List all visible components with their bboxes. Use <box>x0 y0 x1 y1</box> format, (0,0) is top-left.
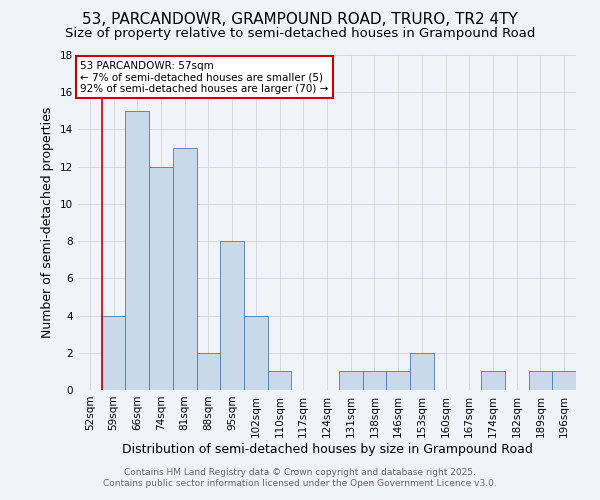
Bar <box>220 241 244 390</box>
Bar <box>125 111 149 390</box>
Y-axis label: Number of semi-detached properties: Number of semi-detached properties <box>41 107 55 338</box>
Bar <box>529 372 552 390</box>
Bar <box>362 372 386 390</box>
Bar <box>552 372 576 390</box>
X-axis label: Distribution of semi-detached houses by size in Grampound Road: Distribution of semi-detached houses by … <box>122 442 532 456</box>
Bar <box>410 353 434 390</box>
Bar <box>268 372 292 390</box>
Text: Contains HM Land Registry data © Crown copyright and database right 2025.
Contai: Contains HM Land Registry data © Crown c… <box>103 468 497 487</box>
Bar <box>339 372 362 390</box>
Bar <box>197 353 220 390</box>
Text: 53 PARCANDOWR: 57sqm
← 7% of semi-detached houses are smaller (5)
92% of semi-de: 53 PARCANDOWR: 57sqm ← 7% of semi-detach… <box>80 60 329 94</box>
Bar <box>244 316 268 390</box>
Bar <box>149 166 173 390</box>
Bar <box>481 372 505 390</box>
Text: Size of property relative to semi-detached houses in Grampound Road: Size of property relative to semi-detach… <box>65 28 535 40</box>
Bar <box>173 148 197 390</box>
Bar <box>386 372 410 390</box>
Text: 53, PARCANDOWR, GRAMPOUND ROAD, TRURO, TR2 4TY: 53, PARCANDOWR, GRAMPOUND ROAD, TRURO, T… <box>82 12 518 28</box>
Bar <box>102 316 125 390</box>
